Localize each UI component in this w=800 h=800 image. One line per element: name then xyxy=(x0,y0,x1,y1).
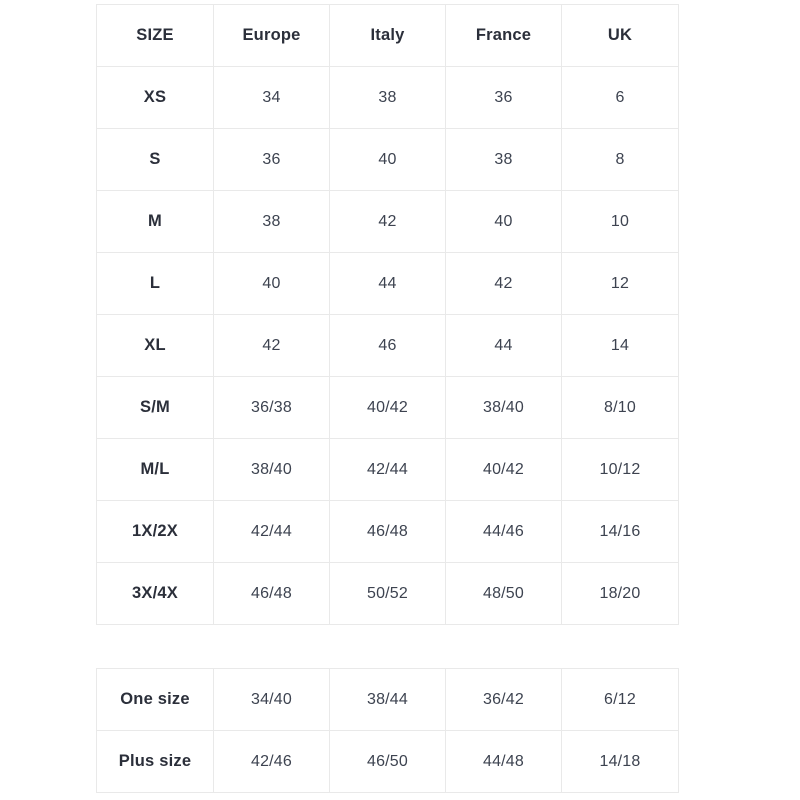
cell-europe: 36/38 xyxy=(213,376,330,439)
cell-italy: 42/44 xyxy=(329,438,446,501)
table-header: SIZE Europe Italy France UK xyxy=(96,4,679,67)
cell-italy: 42 xyxy=(329,190,446,253)
table-row: XS 34 38 36 6 xyxy=(96,66,679,129)
cell-europe: 46/48 xyxy=(213,562,330,625)
cell-italy: 50/52 xyxy=(329,562,446,625)
cell-france: 44/46 xyxy=(445,500,562,563)
cell-uk: 12 xyxy=(561,252,679,315)
cell-france: 48/50 xyxy=(445,562,562,625)
size-conversion-table: SIZE Europe Italy France UK XS 34 38 36 … xyxy=(96,4,679,625)
table-row: S/M 36/38 40/42 38/40 8/10 xyxy=(96,376,679,439)
cell-uk: 8 xyxy=(561,128,679,191)
cell-france: 36 xyxy=(445,66,562,129)
cell-uk: 14/16 xyxy=(561,500,679,563)
cell-uk: 6 xyxy=(561,66,679,129)
cell-france: 38/40 xyxy=(445,376,562,439)
cell-europe: 38 xyxy=(213,190,330,253)
table-row: 3X/4X 46/48 50/52 48/50 18/20 xyxy=(96,562,679,625)
table-row: 1X/2X 42/44 46/48 44/46 14/16 xyxy=(96,500,679,563)
table-body: One size 34/40 38/44 36/42 6/12 Plus siz… xyxy=(96,668,679,793)
column-header-size: SIZE xyxy=(96,4,214,67)
cell-france: 42 xyxy=(445,252,562,315)
cell-france: 38 xyxy=(445,128,562,191)
cell-france: 44/48 xyxy=(445,730,562,793)
table-row: M 38 42 40 10 xyxy=(96,190,679,253)
cell-uk: 14 xyxy=(561,314,679,377)
row-label: M xyxy=(96,190,214,253)
table-row: M/L 38/40 42/44 40/42 10/12 xyxy=(96,438,679,501)
cell-italy: 46/48 xyxy=(329,500,446,563)
column-header-france: France xyxy=(445,4,562,67)
row-label: 1X/2X xyxy=(96,500,214,563)
cell-europe: 42 xyxy=(213,314,330,377)
row-label: 3X/4X xyxy=(96,562,214,625)
row-label: S/M xyxy=(96,376,214,439)
column-header-italy: Italy xyxy=(329,4,446,67)
cell-italy: 46 xyxy=(329,314,446,377)
cell-france: 36/42 xyxy=(445,668,562,731)
cell-europe: 42/44 xyxy=(213,500,330,563)
cell-italy: 40/42 xyxy=(329,376,446,439)
table-row: One size 34/40 38/44 36/42 6/12 xyxy=(96,668,679,731)
cell-europe: 42/46 xyxy=(213,730,330,793)
cell-france: 40 xyxy=(445,190,562,253)
column-header-uk: UK xyxy=(561,4,679,67)
row-label: One size xyxy=(96,668,214,731)
one-size-plus-size-table: One size 34/40 38/44 36/42 6/12 Plus siz… xyxy=(96,668,679,793)
cell-uk: 6/12 xyxy=(561,668,679,731)
table-row: S 36 40 38 8 xyxy=(96,128,679,191)
cell-uk: 8/10 xyxy=(561,376,679,439)
row-label: L xyxy=(96,252,214,315)
cell-europe: 40 xyxy=(213,252,330,315)
cell-france: 44 xyxy=(445,314,562,377)
cell-uk: 14/18 xyxy=(561,730,679,793)
cell-italy: 44 xyxy=(329,252,446,315)
cell-italy: 40 xyxy=(329,128,446,191)
cell-europe: 34 xyxy=(213,66,330,129)
cell-italy: 38/44 xyxy=(329,668,446,731)
row-label: S xyxy=(96,128,214,191)
cell-italy: 46/50 xyxy=(329,730,446,793)
cell-uk: 10 xyxy=(561,190,679,253)
cell-france: 40/42 xyxy=(445,438,562,501)
cell-europe: 38/40 xyxy=(213,438,330,501)
row-label: XS xyxy=(96,66,214,129)
cell-europe: 36 xyxy=(213,128,330,191)
table-row: XL 42 46 44 14 xyxy=(96,314,679,377)
column-header-europe: Europe xyxy=(213,4,330,67)
cell-uk: 10/12 xyxy=(561,438,679,501)
table-row: L 40 44 42 12 xyxy=(96,252,679,315)
table-header-row: SIZE Europe Italy France UK xyxy=(96,4,679,67)
cell-uk: 18/20 xyxy=(561,562,679,625)
table-body: XS 34 38 36 6 S 36 40 38 8 M 38 42 40 10 xyxy=(96,66,679,625)
row-label: XL xyxy=(96,314,214,377)
row-label: M/L xyxy=(96,438,214,501)
table-row: Plus size 42/46 46/50 44/48 14/18 xyxy=(96,730,679,793)
row-label: Plus size xyxy=(96,730,214,793)
cell-italy: 38 xyxy=(329,66,446,129)
cell-europe: 34/40 xyxy=(213,668,330,731)
